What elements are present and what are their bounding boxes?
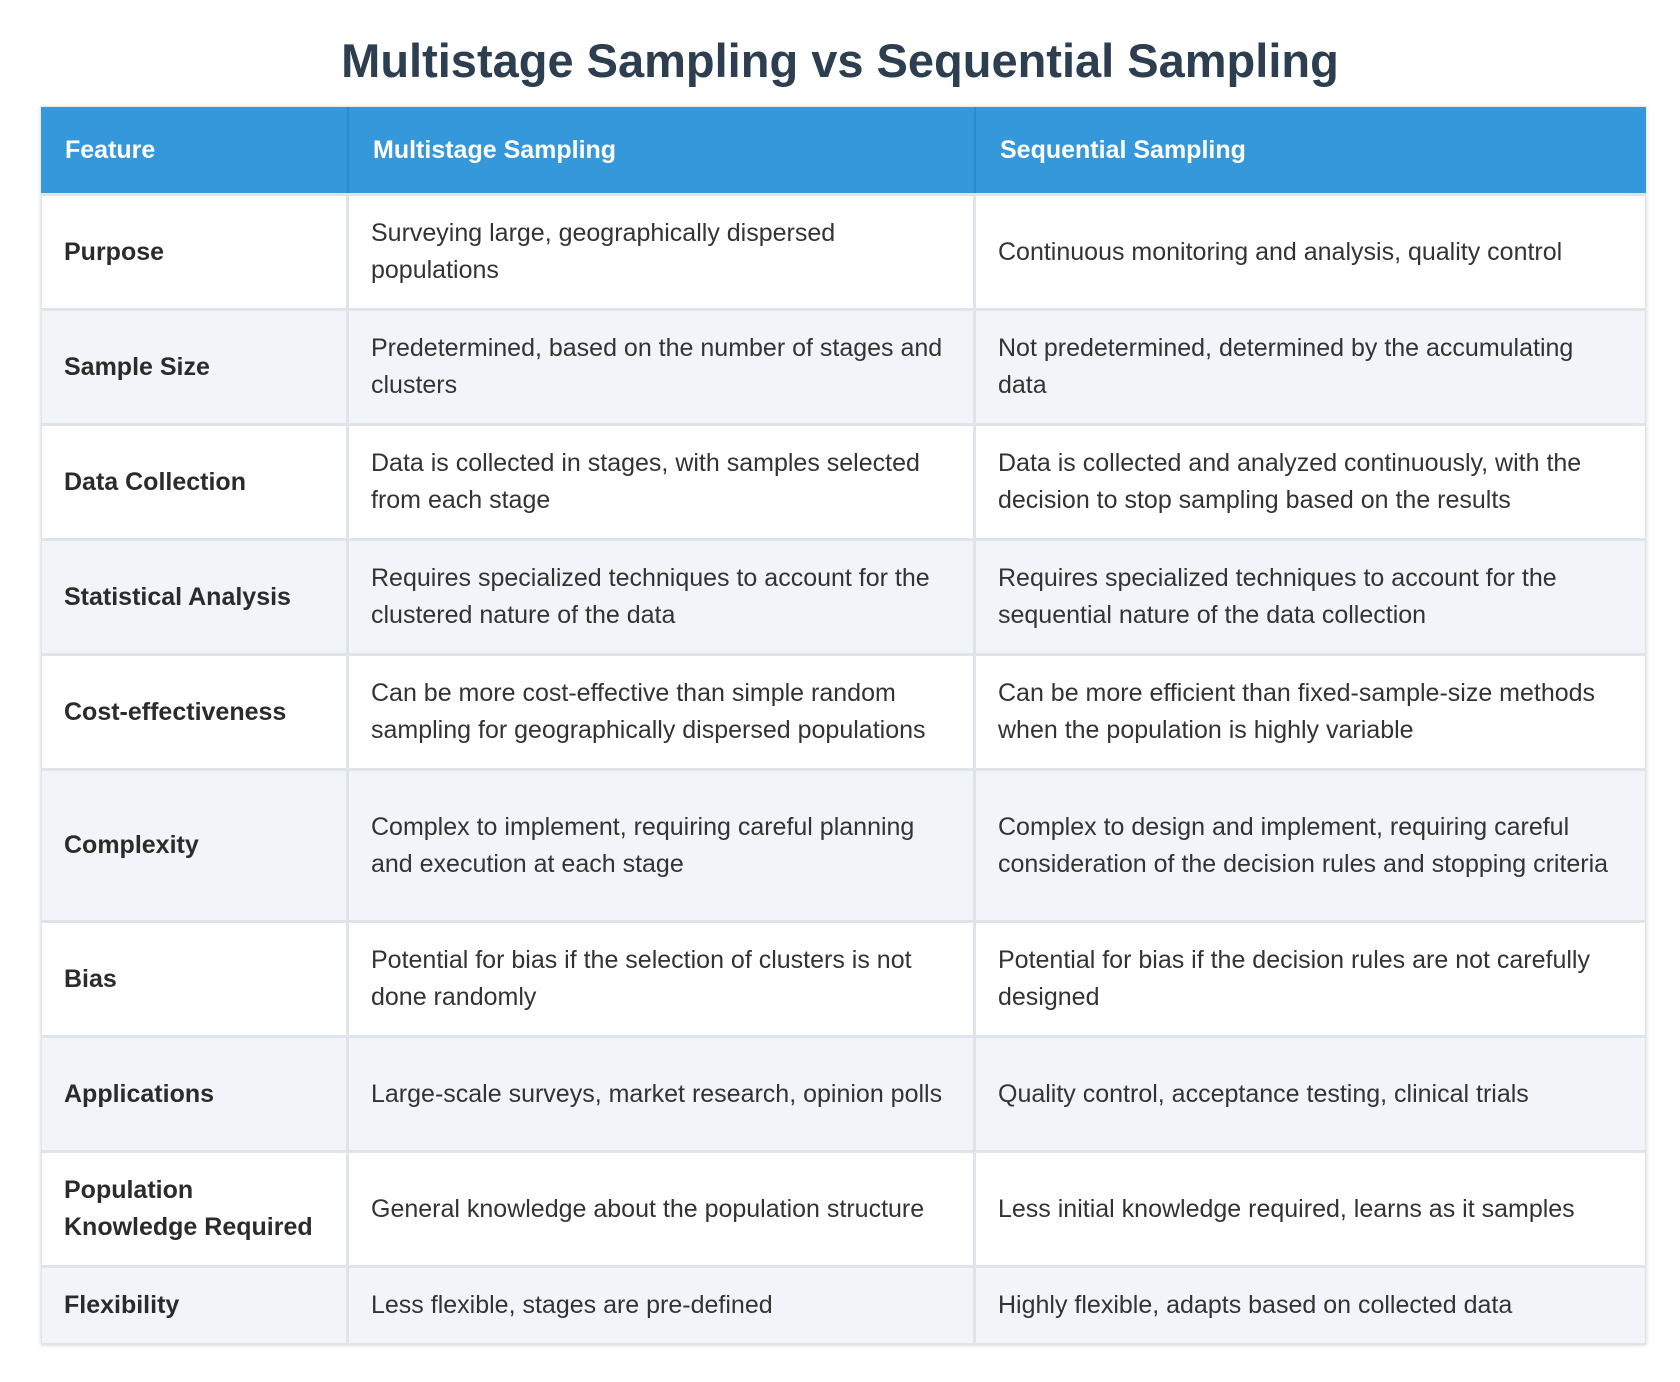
- multistage-cell: Surveying large, geographically disperse…: [349, 193, 976, 308]
- multistage-cell: Predetermined, based on the number of st…: [349, 308, 976, 423]
- table-row: Data Collection Data is collected in sta…: [41, 423, 1646, 538]
- sequential-cell: Requires specialized techniques to accou…: [976, 538, 1646, 653]
- sequential-cell: Highly flexible, adapts based on collect…: [976, 1265, 1646, 1345]
- comparison-table: Feature Multistage Sampling Sequential S…: [41, 107, 1646, 1345]
- comparison-table-container: Feature Multistage Sampling Sequential S…: [41, 107, 1646, 1345]
- table-row: Complexity Complex to implement, requiri…: [41, 768, 1646, 920]
- sequential-cell: Potential for bias if the decision rules…: [976, 920, 1646, 1035]
- table-row: Cost-effectiveness Can be more cost-effe…: [41, 653, 1646, 768]
- table-row: Bias Potential for bias if the selection…: [41, 920, 1646, 1035]
- header-feature: Feature: [41, 107, 349, 193]
- header-multistage: Multistage Sampling: [349, 107, 976, 193]
- feature-cell: Population Knowledge Required: [41, 1150, 349, 1265]
- table-row: Sample Size Predetermined, based on the …: [41, 308, 1646, 423]
- feature-cell: Flexibility: [41, 1265, 349, 1345]
- header-sequential: Sequential Sampling: [976, 107, 1646, 193]
- page-title: Multistage Sampling vs Sequential Sampli…: [341, 34, 1339, 87]
- feature-cell: Data Collection: [41, 423, 349, 538]
- sequential-cell: Quality control, acceptance testing, cli…: [976, 1035, 1646, 1150]
- multistage-cell: Data is collected in stages, with sample…: [349, 423, 976, 538]
- table-row: Flexibility Less flexible, stages are pr…: [41, 1265, 1646, 1345]
- multistage-cell: Can be more cost-effective than simple r…: [349, 653, 976, 768]
- feature-cell: Complexity: [41, 768, 349, 920]
- sequential-cell: Complex to design and implement, requiri…: [976, 768, 1646, 920]
- feature-cell: Applications: [41, 1035, 349, 1150]
- sequential-cell: Data is collected and analyzed continuou…: [976, 423, 1646, 538]
- sequential-cell: Continuous monitoring and analysis, qual…: [976, 193, 1646, 308]
- table-body: Purpose Surveying large, geographically …: [41, 193, 1646, 1345]
- feature-cell: Purpose: [41, 193, 349, 308]
- multistage-cell: Less flexible, stages are pre-defined: [349, 1265, 976, 1345]
- multistage-cell: Requires specialized techniques to accou…: [349, 538, 976, 653]
- multistage-cell: General knowledge about the population s…: [349, 1150, 976, 1265]
- table-row: Population Knowledge Required General kn…: [41, 1150, 1646, 1265]
- feature-cell: Bias: [41, 920, 349, 1035]
- sequential-cell: Not predetermined, determined by the acc…: [976, 308, 1646, 423]
- table-header: Feature Multistage Sampling Sequential S…: [41, 107, 1646, 193]
- table-row: Applications Large-scale surveys, market…: [41, 1035, 1646, 1150]
- table-row: Purpose Surveying large, geographically …: [41, 193, 1646, 308]
- header-row: Feature Multistage Sampling Sequential S…: [41, 107, 1646, 193]
- sequential-cell: Less initial knowledge required, learns …: [976, 1150, 1646, 1265]
- sequential-cell: Can be more efficient than fixed-sample-…: [976, 653, 1646, 768]
- feature-cell: Sample Size: [41, 308, 349, 423]
- feature-cell: Statistical Analysis: [41, 538, 349, 653]
- multistage-cell: Large-scale surveys, market research, op…: [349, 1035, 976, 1150]
- table-row: Statistical Analysis Requires specialize…: [41, 538, 1646, 653]
- multistage-cell: Potential for bias if the selection of c…: [349, 920, 976, 1035]
- multistage-cell: Complex to implement, requiring careful …: [349, 768, 976, 920]
- feature-cell: Cost-effectiveness: [41, 653, 349, 768]
